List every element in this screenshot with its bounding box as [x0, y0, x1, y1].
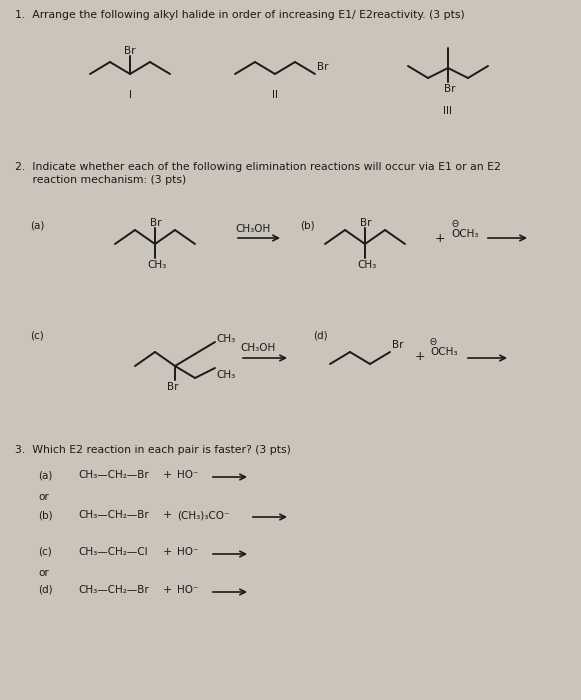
Text: CH₃: CH₃: [147, 260, 166, 270]
Text: +: +: [415, 350, 426, 363]
Text: CH₃—CH₂—Br: CH₃—CH₂—Br: [78, 470, 149, 480]
Text: Br: Br: [124, 46, 135, 56]
Text: 3.  Which E2 reaction in each pair is faster? (3 pts): 3. Which E2 reaction in each pair is fas…: [15, 445, 291, 455]
Text: CH₃OH: CH₃OH: [240, 343, 275, 353]
Text: +: +: [435, 232, 446, 245]
Text: CH₃: CH₃: [216, 334, 235, 344]
Text: Br: Br: [167, 382, 178, 392]
Text: Br: Br: [150, 218, 162, 228]
Text: (a): (a): [38, 470, 52, 480]
Text: HO⁻: HO⁻: [177, 470, 199, 480]
Text: or: or: [38, 568, 49, 578]
Text: Br: Br: [444, 84, 456, 94]
Text: CH₃—CH₂—Br: CH₃—CH₂—Br: [78, 585, 149, 595]
Text: Θ: Θ: [430, 338, 437, 347]
Text: CH₃OH: CH₃OH: [235, 224, 270, 234]
Text: OCH₃: OCH₃: [451, 229, 479, 239]
Text: HO⁻: HO⁻: [177, 585, 199, 595]
Text: CH₃—CH₂—Br: CH₃—CH₂—Br: [78, 510, 149, 520]
Text: 2.  Indicate whether each of the following elimination reactions will occur via : 2. Indicate whether each of the followin…: [15, 162, 501, 172]
Text: (c): (c): [38, 547, 52, 557]
Text: CH₃—CH₂—Cl: CH₃—CH₂—Cl: [78, 547, 148, 557]
Text: Br: Br: [360, 218, 371, 228]
Text: or: or: [38, 492, 49, 502]
Text: (b): (b): [38, 510, 53, 520]
Text: +: +: [163, 510, 173, 520]
Text: (a): (a): [30, 220, 44, 230]
Text: (d): (d): [38, 585, 53, 595]
Text: +: +: [163, 547, 173, 557]
Text: (c): (c): [30, 330, 44, 340]
Text: II: II: [272, 90, 278, 100]
Text: HO⁻: HO⁻: [177, 547, 199, 557]
Text: Θ: Θ: [452, 220, 459, 229]
Text: CH₃: CH₃: [357, 260, 376, 270]
Text: (CH₃)₃CO⁻: (CH₃)₃CO⁻: [177, 510, 229, 520]
Text: Br: Br: [317, 62, 328, 72]
Text: (b): (b): [300, 220, 315, 230]
Text: (d): (d): [313, 330, 328, 340]
Text: Br: Br: [392, 340, 403, 350]
Text: +: +: [163, 470, 173, 480]
Text: I: I: [128, 90, 131, 100]
Text: III: III: [443, 106, 453, 116]
Text: reaction mechanism: (3 pts): reaction mechanism: (3 pts): [15, 175, 187, 185]
Text: OCH₃: OCH₃: [430, 347, 457, 357]
Text: +: +: [163, 585, 173, 595]
Text: CH₃: CH₃: [216, 370, 235, 380]
Text: 1.  Arrange the following alkyl halide in order of increasing E1/ E2reactivity. : 1. Arrange the following alkyl halide in…: [15, 10, 465, 20]
